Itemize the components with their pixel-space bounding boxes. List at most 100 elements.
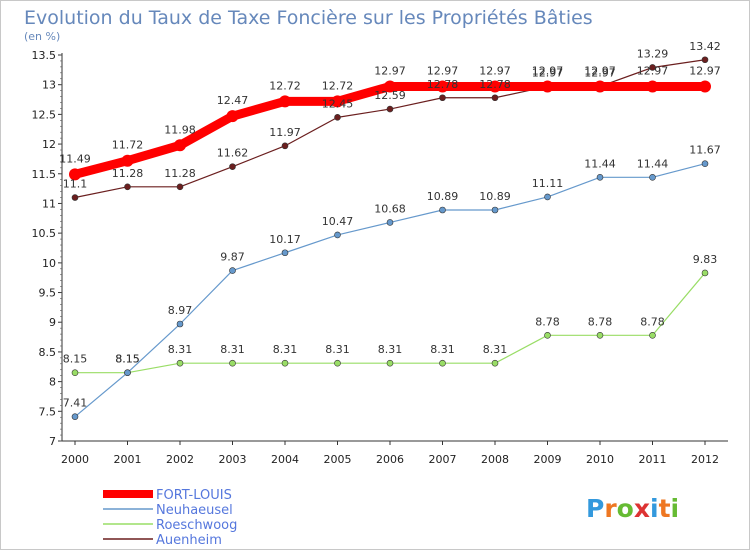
x-tick-label: 2006 <box>376 453 404 466</box>
data-label: 12.97 <box>374 64 406 77</box>
legend-label: Auenheim <box>156 533 222 548</box>
data-label: 13.42 <box>689 40 721 53</box>
x-tick-label: 2012 <box>691 453 719 466</box>
data-labels: 8.15 8.15 8.31 8.31 8.31 8.31 8.31 8.31 8.31 8.78… <box>59 40 721 410</box>
data-point <box>596 174 604 181</box>
y-tick-label: 9.5 <box>39 287 57 300</box>
data-label: 11.49 <box>59 152 91 165</box>
data-point <box>334 359 341 367</box>
data-label: 8.15 <box>115 353 140 366</box>
data-point <box>384 80 396 93</box>
y-tick-label: 8.5 <box>39 346 57 359</box>
data-label: 9.87 <box>220 251 245 264</box>
data-point <box>439 94 446 102</box>
axes: 7 7.5 8 8.5 9 9.5 10 10.5 11 11.5 12 12.5 13 13.5 2000… <box>32 49 728 466</box>
x-tick-label: 2003 <box>219 453 247 466</box>
data-label: 11.44 <box>584 157 616 170</box>
data-label: 12.97 <box>532 66 564 79</box>
data-label: 12.45 <box>322 97 354 110</box>
y-tick-label: 7 <box>49 435 56 448</box>
y-tick-label: 8 <box>49 376 56 389</box>
data-label: 11.72 <box>112 139 144 152</box>
data-label: 12.97 <box>427 64 459 77</box>
data-label: 12.97 <box>532 64 564 77</box>
data-point <box>331 95 344 108</box>
proxiti-logo: Proxiti <box>586 494 679 523</box>
data-point <box>386 219 394 226</box>
data-label: 12.97 <box>584 64 616 77</box>
y-tick-label: 9 <box>49 316 56 329</box>
x-tick-label: 2004 <box>271 453 299 466</box>
y-tick-label: 10 <box>42 257 56 270</box>
data-label: 12.72 <box>322 79 354 92</box>
data-point <box>71 369 79 377</box>
data-point <box>701 56 709 64</box>
x-tick-label: 2010 <box>586 453 614 466</box>
data-label: 11.67 <box>689 144 721 157</box>
data-point <box>489 80 501 93</box>
y-tick-label: 12 <box>42 138 56 151</box>
data-point <box>491 359 499 367</box>
x-tick-label: 2008 <box>481 453 509 466</box>
data-point <box>544 193 551 201</box>
data-point <box>649 331 656 339</box>
data-label: 8.31 <box>168 343 193 356</box>
y-tick-label: 7.5 <box>39 405 57 418</box>
data-point <box>491 206 499 214</box>
x-tick-label: 2007 <box>429 453 457 466</box>
x-tick-label: 2002 <box>166 453 194 466</box>
data-point <box>176 183 184 191</box>
data-point <box>491 94 499 102</box>
data-label: 11.1 <box>63 178 88 191</box>
data-point <box>229 359 236 367</box>
data-label: 8.31 <box>220 343 245 356</box>
legend-label: FORT-LOUIS <box>156 488 232 503</box>
data-label: 11.62 <box>217 147 249 160</box>
y-tick-label: 13.5 <box>32 49 57 62</box>
data-label: 12.97 <box>689 64 721 77</box>
data-point <box>439 359 446 367</box>
brand-text: Proxiti <box>586 494 679 523</box>
data-point <box>124 369 131 377</box>
data-point <box>436 80 449 93</box>
data-point <box>544 331 551 339</box>
data-point <box>594 80 606 93</box>
data-point <box>229 267 236 274</box>
chart-title: Evolution du Taux de Taxe Foncière sur l… <box>24 7 593 29</box>
data-point <box>176 320 184 328</box>
data-label: 8.97 <box>168 304 193 317</box>
data-label: 8.15 <box>63 353 88 366</box>
data-point <box>541 80 554 93</box>
data-label: 10.17 <box>269 233 301 246</box>
data-point <box>121 154 134 167</box>
data-point <box>701 269 709 277</box>
data-label: 8.15 <box>115 353 140 366</box>
data-label: 8.31 <box>378 343 403 356</box>
data-label: 12.72 <box>269 79 301 92</box>
x-tick-label: 2009 <box>534 453 562 466</box>
data-label: 8.31 <box>325 343 350 356</box>
series-points <box>69 56 711 420</box>
data-point <box>334 114 341 121</box>
data-point <box>699 80 711 93</box>
y-tick-label: 11 <box>42 197 56 210</box>
data-point <box>124 183 131 191</box>
data-label: 11.98 <box>164 123 196 136</box>
data-point <box>649 174 656 181</box>
data-label: 10.89 <box>479 190 511 203</box>
data-label: 8.31 <box>483 343 508 356</box>
data-label: 8.78 <box>588 315 613 328</box>
data-point <box>281 249 289 257</box>
data-label: 8.31 <box>273 343 298 356</box>
data-label: 11.97 <box>269 126 301 139</box>
x-tick-label: 2005 <box>324 453 352 466</box>
data-label: 12.59 <box>374 89 406 102</box>
x-tick-label: 2011 <box>639 453 667 466</box>
data-label: 12.78 <box>427 78 459 91</box>
data-point <box>229 163 236 170</box>
data-point <box>71 194 79 201</box>
data-label: 13.29 <box>637 47 669 60</box>
y-tick-label: 10.5 <box>32 227 57 240</box>
